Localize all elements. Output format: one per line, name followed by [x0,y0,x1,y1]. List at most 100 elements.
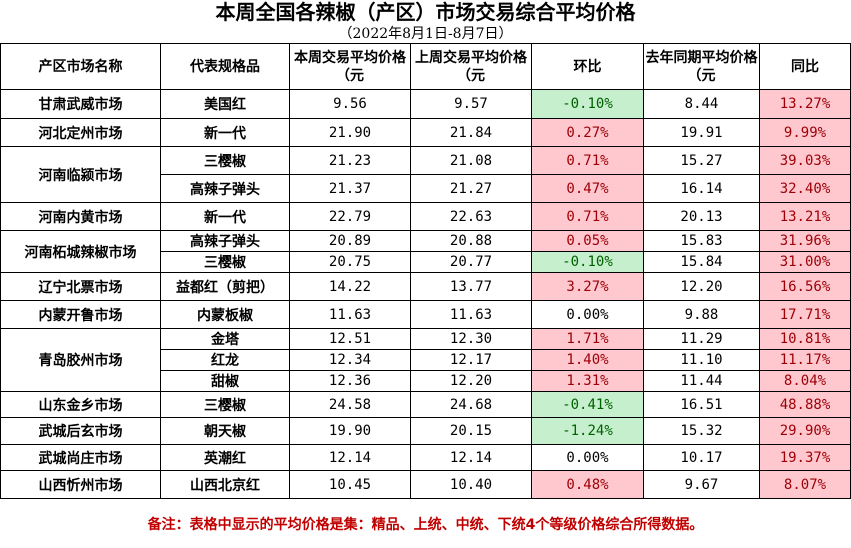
col-header-yoy: 同比 [759,43,851,90]
market-name-cell: 青岛胶州市场 [0,328,161,392]
this-week-price-cell: 20.75 [289,251,411,273]
variety-cell: 红龙 [160,349,290,371]
wow-change-cell: -1.24% [531,417,644,445]
yoy-change-cell: 48.88% [759,391,851,418]
wow-change-cell: 1.71% [531,328,644,350]
yoy-change-cell: 13.27% [759,89,851,119]
last-week-price-cell: 12.20 [410,370,532,392]
this-week-price-cell: 12.36 [289,370,411,392]
table-row: 武城后玄市场 朝天椒 19.90 20.15 -1.24% 15.32 29.90% [0,417,851,445]
col-header-this-week: 本周交易平均价格（元 [289,43,411,90]
last-year-price-cell: 8.44 [643,89,760,119]
this-week-price-cell: 21.90 [289,118,411,147]
wow-change-cell: -0.10% [531,89,644,119]
variety-cell: 三樱椒 [160,251,290,273]
last-week-price-cell: 9.57 [410,89,532,119]
last-year-price-cell: 16.14 [643,174,760,203]
footnote: 备注：表格中显示的平均价格是集：精品、上统、中统、下统4个等级价格综合所得数据。 [147,517,704,533]
variety-cell: 益都红（剪把） [160,272,290,301]
col-header-market: 产区市场名称 [0,43,161,90]
this-week-price-cell: 22.79 [289,202,411,231]
table-row: 甘肃武威市场 美国红 9.56 9.57 -0.10% 8.44 13.27% [0,89,851,119]
sheet-subtitle: （2022年8月1日-8月7日） [338,26,513,42]
market-name-cell: 河北定州市场 [0,118,161,147]
table-row: 内蒙开鲁市场 内蒙板椒 11.63 11.63 0.00% 9.88 17.71% [0,300,851,329]
wow-change-cell: 3.27% [531,272,644,301]
wow-change-cell: 1.40% [531,349,644,371]
last-year-price-cell: 15.83 [643,230,760,252]
market-name-cell: 武城尚庄市场 [0,444,161,471]
variety-cell: 新一代 [160,202,290,231]
table-row: 甜椒 12.36 12.20 1.31% 11.44 8.04% [1,370,851,392]
market-name-cell: 山西忻州市场 [0,470,161,499]
last-year-price-cell: 15.27 [643,146,760,175]
table-row: 河北定州市场 新一代 21.90 21.84 0.27% 19.91 9.99% [0,118,851,147]
variety-cell: 三樱椒 [160,146,290,175]
market-name-cell: 武城后玄市场 [0,417,161,445]
wow-change-cell: 0.71% [531,202,644,231]
last-week-price-cell: 20.88 [410,230,532,252]
yoy-change-cell: 9.99% [759,118,851,147]
yoy-change-cell: 19.37% [759,444,851,471]
header-row: 产区市场名称 代表规格品 本周交易平均价格（元 上周交易平均价格（元 环比 去年… [0,43,851,90]
yoy-change-cell: 31.96% [759,230,851,252]
this-week-price-cell: 21.23 [289,146,411,175]
last-week-price-cell: 12.30 [410,328,532,350]
last-year-price-cell: 11.29 [643,328,760,350]
yoy-change-cell: 39.03% [759,146,851,175]
yoy-change-cell: 17.71% [759,300,851,329]
price-table: 产区市场名称 代表规格品 本周交易平均价格（元 上周交易平均价格（元 环比 去年… [0,43,851,499]
variety-cell: 美国红 [160,89,290,119]
table-row: 三樱椒 20.75 20.77 -0.10% 15.84 31.00% [1,251,851,273]
last-year-price-cell: 9.88 [643,300,760,329]
variety-cell: 山西北京红 [160,470,290,499]
last-week-price-cell: 12.14 [410,444,532,471]
last-year-price-cell: 10.17 [643,444,760,471]
last-week-price-cell: 24.68 [410,391,532,418]
variety-cell: 朝天椒 [160,417,290,445]
this-week-price-cell: 21.37 [289,174,411,203]
last-year-price-cell: 16.51 [643,391,760,418]
this-week-price-cell: 11.63 [289,300,411,329]
market-name-cell: 山东金乡市场 [0,391,161,418]
wow-change-cell: 0.00% [531,300,644,329]
last-year-price-cell: 19.91 [643,118,760,147]
last-year-price-cell: 11.10 [643,349,760,371]
last-week-price-cell: 22.63 [410,202,532,231]
last-week-price-cell: 11.63 [410,300,532,329]
yoy-change-cell: 13.21% [759,202,851,231]
wow-change-cell: 0.27% [531,118,644,147]
this-week-price-cell: 12.14 [289,444,411,471]
last-year-price-cell: 11.44 [643,370,760,392]
table-row: 河南临颍市场 三樱椒 21.23 21.08 0.71% 15.27 39.03% [0,146,851,203]
sheet-title: 本周全国各辣椒（产区）市场交易综合平均价格 [215,0,636,24]
wow-change-cell: -0.41% [531,391,644,418]
table-row: 高辣子弹头 21.37 21.27 0.47% 16.14 32.40% [1,174,851,203]
this-week-price-cell: 19.90 [289,417,411,445]
market-name-cell: 河南内黄市场 [0,202,161,231]
last-year-price-cell: 20.13 [643,202,760,231]
yoy-change-cell: 29.90% [759,417,851,445]
table-row: 辽宁北票市场 益都红（剪把） 14.22 13.77 3.27% 12.20 16.56% [0,272,851,301]
yoy-change-cell: 16.56% [759,272,851,301]
variety-cell: 甜椒 [160,370,290,392]
last-year-price-cell: 12.20 [643,272,760,301]
market-name-cell: 河南柘城辣椒市场 [0,230,161,273]
last-week-price-cell: 12.17 [410,349,532,371]
market-name-cell: 内蒙开鲁市场 [0,300,161,329]
variety-cell: 内蒙板椒 [160,300,290,329]
yoy-change-cell: 8.07% [759,470,851,499]
this-week-price-cell: 24.58 [289,391,411,418]
last-week-price-cell: 20.15 [410,417,532,445]
wow-change-cell: 0.71% [531,146,644,175]
yoy-change-cell: 11.17% [759,349,851,371]
yoy-change-cell: 10.81% [759,328,851,350]
market-name-cell: 辽宁北票市场 [0,272,161,301]
variety-cell: 英潮红 [160,444,290,471]
variety-cell: 新一代 [160,118,290,147]
last-week-price-cell: 21.84 [410,118,532,147]
this-week-price-cell: 10.45 [289,470,411,499]
table-row: 武城尚庄市场 英潮红 12.14 12.14 0.00% 10.17 19.37% [0,444,851,471]
table-row: 河南柘城辣椒市场 高辣子弹头 20.89 20.88 0.05% 15.83 31.96% [0,230,851,273]
